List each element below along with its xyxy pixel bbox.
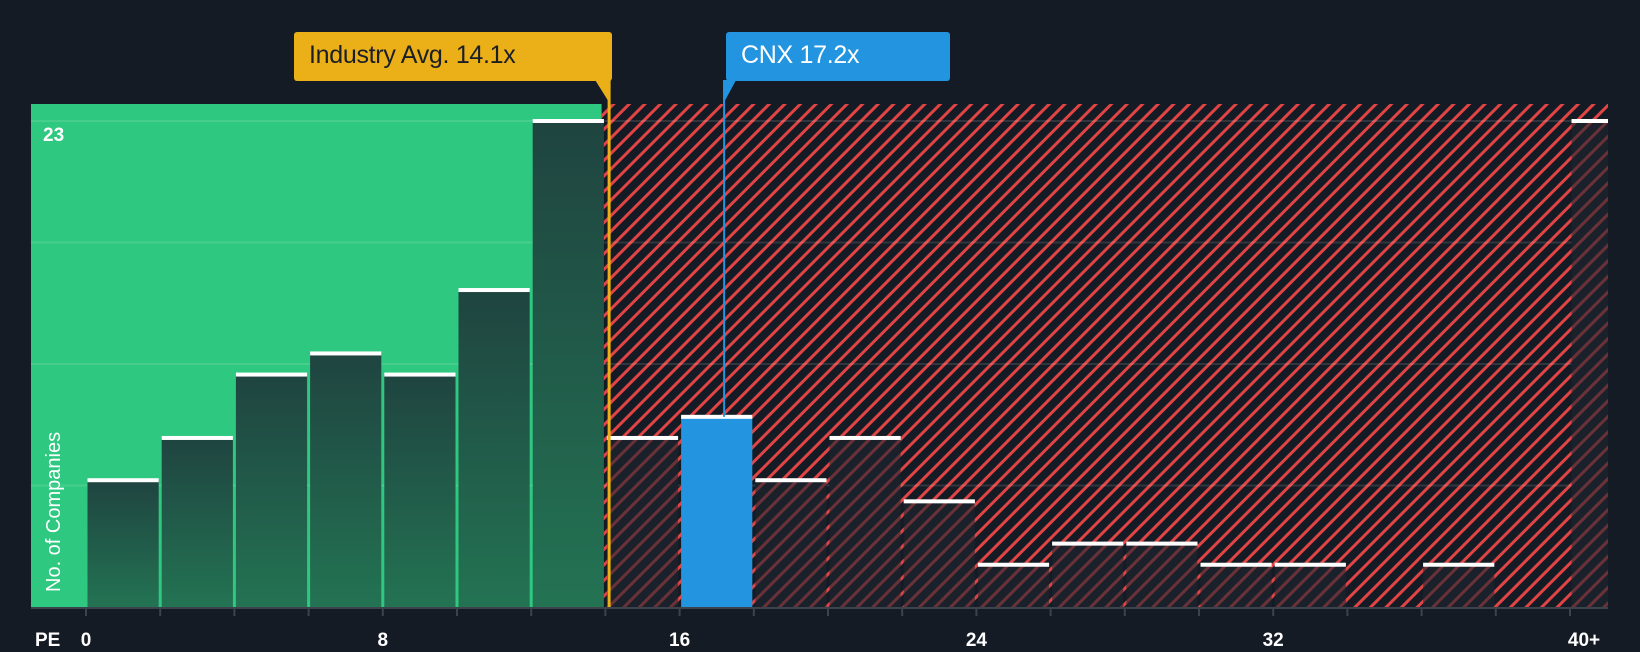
company-bar [681, 416, 753, 607]
y-axis-max-label: 23 [43, 125, 65, 146]
histogram-bars [87, 119, 1608, 607]
histogram-bar [310, 353, 382, 607]
histogram-bar [1423, 564, 1495, 607]
bar-top-marker [384, 372, 456, 377]
bar-top-marker [1274, 562, 1346, 567]
bar-top-marker [161, 435, 233, 440]
industry-average-callout: Industry Avg. 14.1x [294, 32, 612, 81]
bar-top-marker [1200, 562, 1272, 567]
company-pe-callout: CNX 17.2x [726, 32, 950, 81]
histogram-bar [829, 437, 901, 607]
histogram-bar [606, 437, 679, 607]
bar-top-marker [903, 499, 975, 504]
above-average-region [601, 104, 1608, 607]
x-tick-label: 24 [965, 630, 987, 651]
y-axis-title: No. of Companies [43, 431, 65, 592]
histogram-bar [1274, 564, 1346, 607]
bar-top-marker [458, 288, 530, 293]
x-tick-label: 8 [377, 630, 389, 651]
histogram-bar [532, 121, 604, 607]
histogram-bar [1571, 121, 1608, 607]
x-tick-label: 40+ [1567, 630, 1601, 651]
bar-top-marker [532, 119, 604, 123]
company-callout-pointer [723, 80, 737, 104]
bar-top-marker [1126, 541, 1198, 546]
x-axis-title: PE [35, 630, 61, 651]
x-axis [31, 607, 1608, 616]
bar-top-marker [1571, 119, 1608, 123]
bar-top-marker [1052, 541, 1124, 546]
histogram-bar [458, 290, 530, 607]
bar-top-marker [87, 478, 159, 483]
histogram-bar [235, 374, 308, 607]
x-tick-label: 0 [80, 630, 92, 651]
industry-average-label: Industry Avg. 14.1x [309, 41, 516, 69]
histogram-bar [87, 480, 159, 607]
bar-top-marker [310, 351, 382, 356]
industry-callout-pointer [595, 80, 611, 104]
company-pe-label: CNX 17.2x [741, 41, 860, 69]
histogram-bar [903, 501, 975, 607]
x-tick-label: 16 [669, 630, 691, 651]
histogram-bar [1200, 564, 1272, 607]
histogram-bar [977, 564, 1050, 607]
histogram-bar [161, 437, 233, 607]
histogram-bar [1052, 543, 1124, 607]
bar-top-marker [1423, 562, 1495, 567]
bar-top-marker [606, 435, 679, 440]
reference-lines [595, 80, 737, 607]
histogram-bar [1126, 543, 1198, 607]
bar-top-marker [755, 478, 827, 483]
histogram-bar [755, 480, 827, 607]
bar-top-marker [235, 372, 308, 377]
bar-top-marker [829, 435, 901, 440]
x-tick-label: 32 [1262, 630, 1284, 651]
histogram-bar [384, 374, 456, 607]
bar-top-marker [977, 562, 1050, 567]
bar-top-marker [681, 414, 753, 419]
